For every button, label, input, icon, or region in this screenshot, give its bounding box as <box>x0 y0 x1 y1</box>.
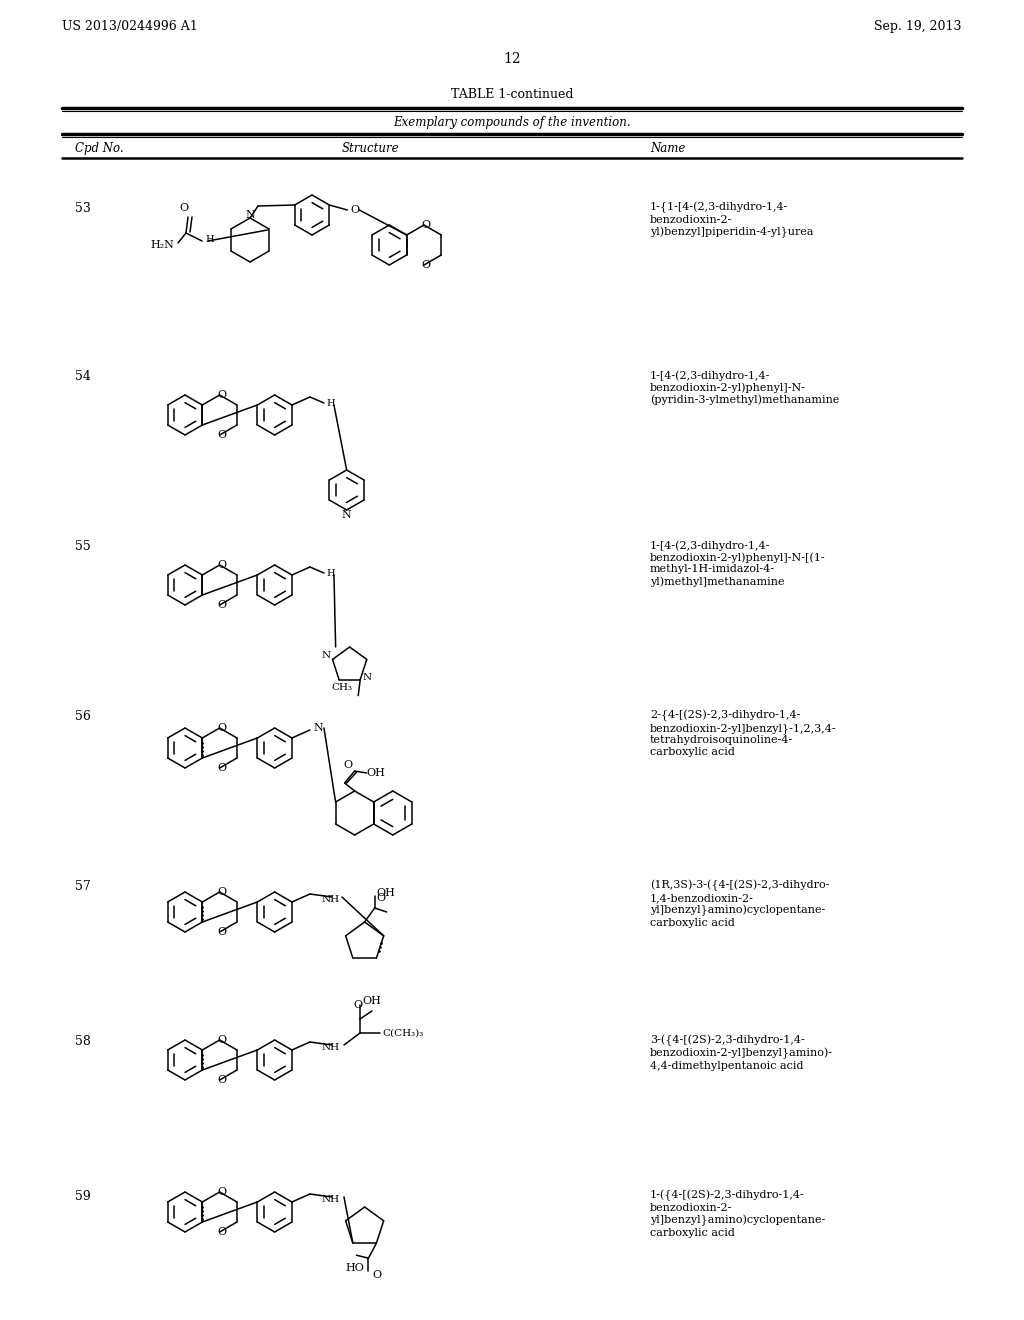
Text: O: O <box>350 205 359 215</box>
Text: Exemplary compounds of the invention.: Exemplary compounds of the invention. <box>393 116 631 129</box>
Text: OH: OH <box>367 768 385 777</box>
Text: CH₃: CH₃ <box>331 684 352 693</box>
Text: 58: 58 <box>75 1035 91 1048</box>
Text: NH: NH <box>322 1043 340 1052</box>
Text: N: N <box>314 723 324 733</box>
Text: Sep. 19, 2013: Sep. 19, 2013 <box>874 20 962 33</box>
Text: Name: Name <box>650 143 685 154</box>
Text: 2-{4-[(2S)-2,3-dihydro-1,4-
benzodioxin-2-yl]benzyl}-1,2,3,4-
tetrahydroisoquino: 2-{4-[(2S)-2,3-dihydro-1,4- benzodioxin-… <box>650 710 837 756</box>
Text: 57: 57 <box>75 880 91 894</box>
Text: 1-[4-(2,3-dihydro-1,4-
benzodioxin-2-yl)phenyl]-N-[(1-
methyl-1H-imidazol-4-
yl): 1-[4-(2,3-dihydro-1,4- benzodioxin-2-yl)… <box>650 540 825 586</box>
Text: H: H <box>205 235 214 244</box>
Text: O: O <box>179 203 188 213</box>
Text: OH: OH <box>377 888 395 898</box>
Text: Structure: Structure <box>341 143 398 154</box>
Text: US 2013/0244996 A1: US 2013/0244996 A1 <box>62 20 198 33</box>
Text: O: O <box>217 763 226 774</box>
Text: N: N <box>245 210 255 220</box>
Text: O: O <box>217 560 226 570</box>
Text: N: N <box>322 651 331 660</box>
Text: O: O <box>217 1228 226 1237</box>
Text: 55: 55 <box>75 540 91 553</box>
Text: 1-[4-(2,3-dihydro-1,4-
benzodioxin-2-yl)phenyl]-N-
(pyridin-3-ylmethyl)methanami: 1-[4-(2,3-dihydro-1,4- benzodioxin-2-yl)… <box>650 370 840 405</box>
Text: H₂N: H₂N <box>150 240 174 249</box>
Text: NH: NH <box>322 895 340 903</box>
Text: O: O <box>422 220 430 230</box>
Text: N: N <box>342 510 351 520</box>
Text: O: O <box>217 887 226 898</box>
Text: O: O <box>217 430 226 440</box>
Text: O: O <box>422 260 430 271</box>
Text: O: O <box>217 1035 226 1045</box>
Text: O: O <box>217 1074 226 1085</box>
Text: TABLE 1-continued: TABLE 1-continued <box>451 88 573 102</box>
Text: O: O <box>217 927 226 937</box>
Text: O: O <box>373 1270 382 1280</box>
Text: 54: 54 <box>75 370 91 383</box>
Text: 1-{1-[4-(2,3-dihydro-1,4-
benzodioxin-2-
yl)benzyl]piperidin-4-yl}urea: 1-{1-[4-(2,3-dihydro-1,4- benzodioxin-2-… <box>650 202 813 238</box>
Text: O: O <box>217 1187 226 1197</box>
Text: 1-({4-[(2S)-2,3-dihydro-1,4-
benzodioxin-2-
yl]benzyl}amino)cyclopentane-
carbox: 1-({4-[(2S)-2,3-dihydro-1,4- benzodioxin… <box>650 1191 825 1238</box>
Text: O: O <box>353 1001 362 1010</box>
Text: O: O <box>217 723 226 733</box>
Text: O: O <box>377 894 386 903</box>
Text: OH: OH <box>361 997 381 1006</box>
Text: H: H <box>326 399 335 408</box>
Text: 3-({4-[(2S)-2,3-dihydro-1,4-
benzodioxin-2-yl]benzyl}amino)-
4,4-dimethylpentano: 3-({4-[(2S)-2,3-dihydro-1,4- benzodioxin… <box>650 1035 833 1071</box>
Text: (1R,3S)-3-({4-[(2S)-2,3-dihydro-
1,4-benzodioxin-2-
yl]benzyl}amino)cyclopentane: (1R,3S)-3-({4-[(2S)-2,3-dihydro- 1,4-ben… <box>650 880 829 928</box>
Text: 59: 59 <box>75 1191 91 1203</box>
Text: O: O <box>343 760 352 770</box>
Text: 56: 56 <box>75 710 91 723</box>
Text: Cpd No.: Cpd No. <box>75 143 124 154</box>
Text: O: O <box>217 601 226 610</box>
Text: 12: 12 <box>503 51 521 66</box>
Text: 53: 53 <box>75 202 91 215</box>
Text: O: O <box>217 389 226 400</box>
Text: H: H <box>326 569 335 578</box>
Text: C(CH₃)₃: C(CH₃)₃ <box>382 1028 423 1038</box>
Text: HO: HO <box>345 1263 365 1274</box>
Text: N: N <box>362 673 372 682</box>
Text: NH: NH <box>322 1195 340 1204</box>
